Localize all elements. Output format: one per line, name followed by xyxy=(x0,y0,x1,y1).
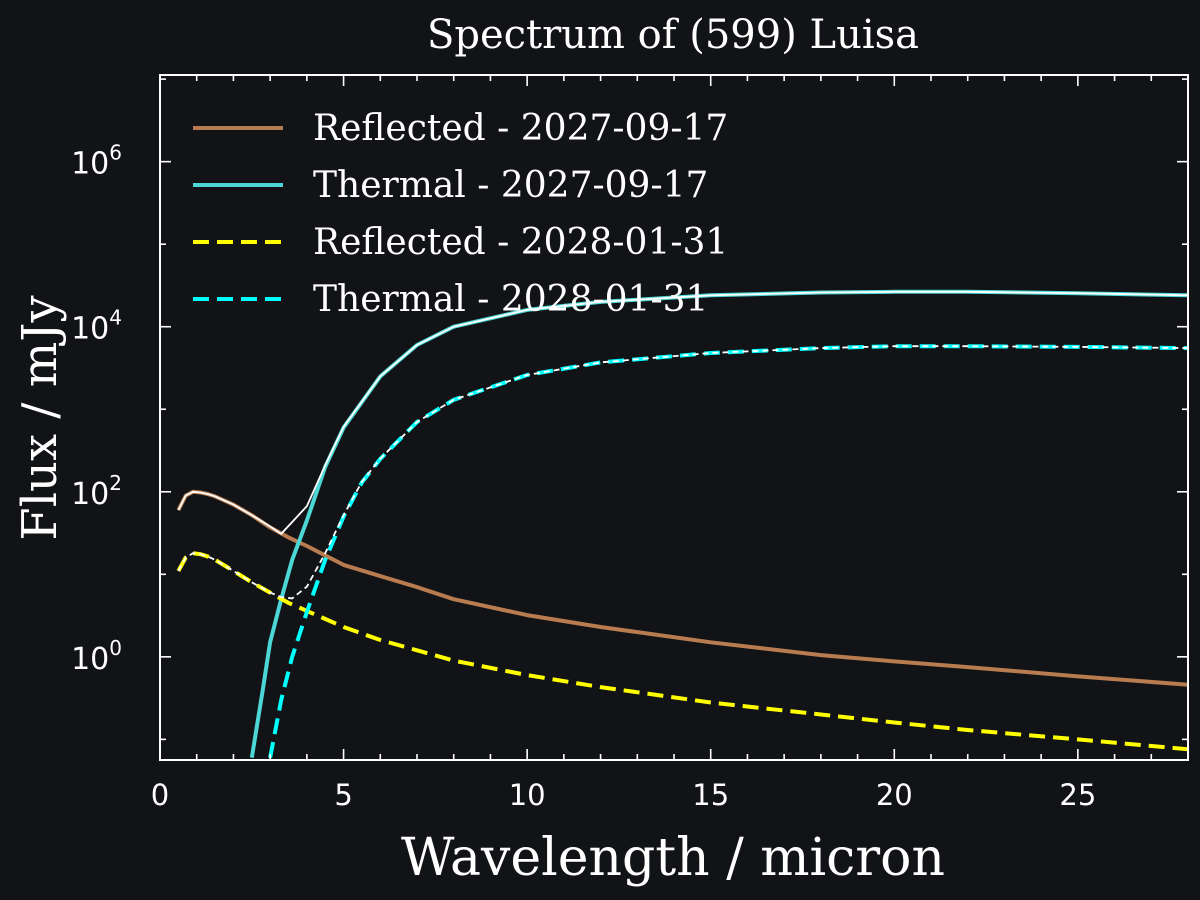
legend-label-3: Reflected - 2028-01-31 xyxy=(313,222,728,263)
total-flux-curve-1 xyxy=(177,290,1188,535)
x-tick-label: 15 xyxy=(692,778,729,812)
y-tick-label: 100 xyxy=(71,636,122,677)
chart-title: Spectrum of (599) Luisa xyxy=(427,12,919,58)
total-flux-curve-2 xyxy=(177,345,1188,600)
x-tick-label: 25 xyxy=(1059,778,1096,812)
y-tick-label: 104 xyxy=(71,306,122,347)
y-tick-label: 102 xyxy=(71,471,122,512)
x-tick-label: 0 xyxy=(151,778,169,812)
y-axis-label: Flux / mJy xyxy=(12,295,68,540)
legend-label-4: Thermal - 2028-01-31 xyxy=(313,279,708,320)
legend-label-2: Thermal - 2027-09-17 xyxy=(313,165,708,206)
series-line-3 xyxy=(176,551,1188,752)
y-tick-label: 106 xyxy=(71,141,122,182)
legend-label-1: Reflected - 2027-09-17 xyxy=(313,108,728,149)
legend: Reflected - 2027-09-17 Thermal - 2027-09-… xyxy=(193,108,728,320)
x-tick-label: 5 xyxy=(334,778,352,812)
x-tick-label: 10 xyxy=(509,778,546,812)
x-tick-label: 20 xyxy=(876,778,913,812)
series-lines xyxy=(176,289,1188,759)
plot-area: 0 5 10 15 20 25 100 102 104 106 xyxy=(71,74,1189,812)
x-axis-label: Wavelength / micron xyxy=(401,828,945,888)
